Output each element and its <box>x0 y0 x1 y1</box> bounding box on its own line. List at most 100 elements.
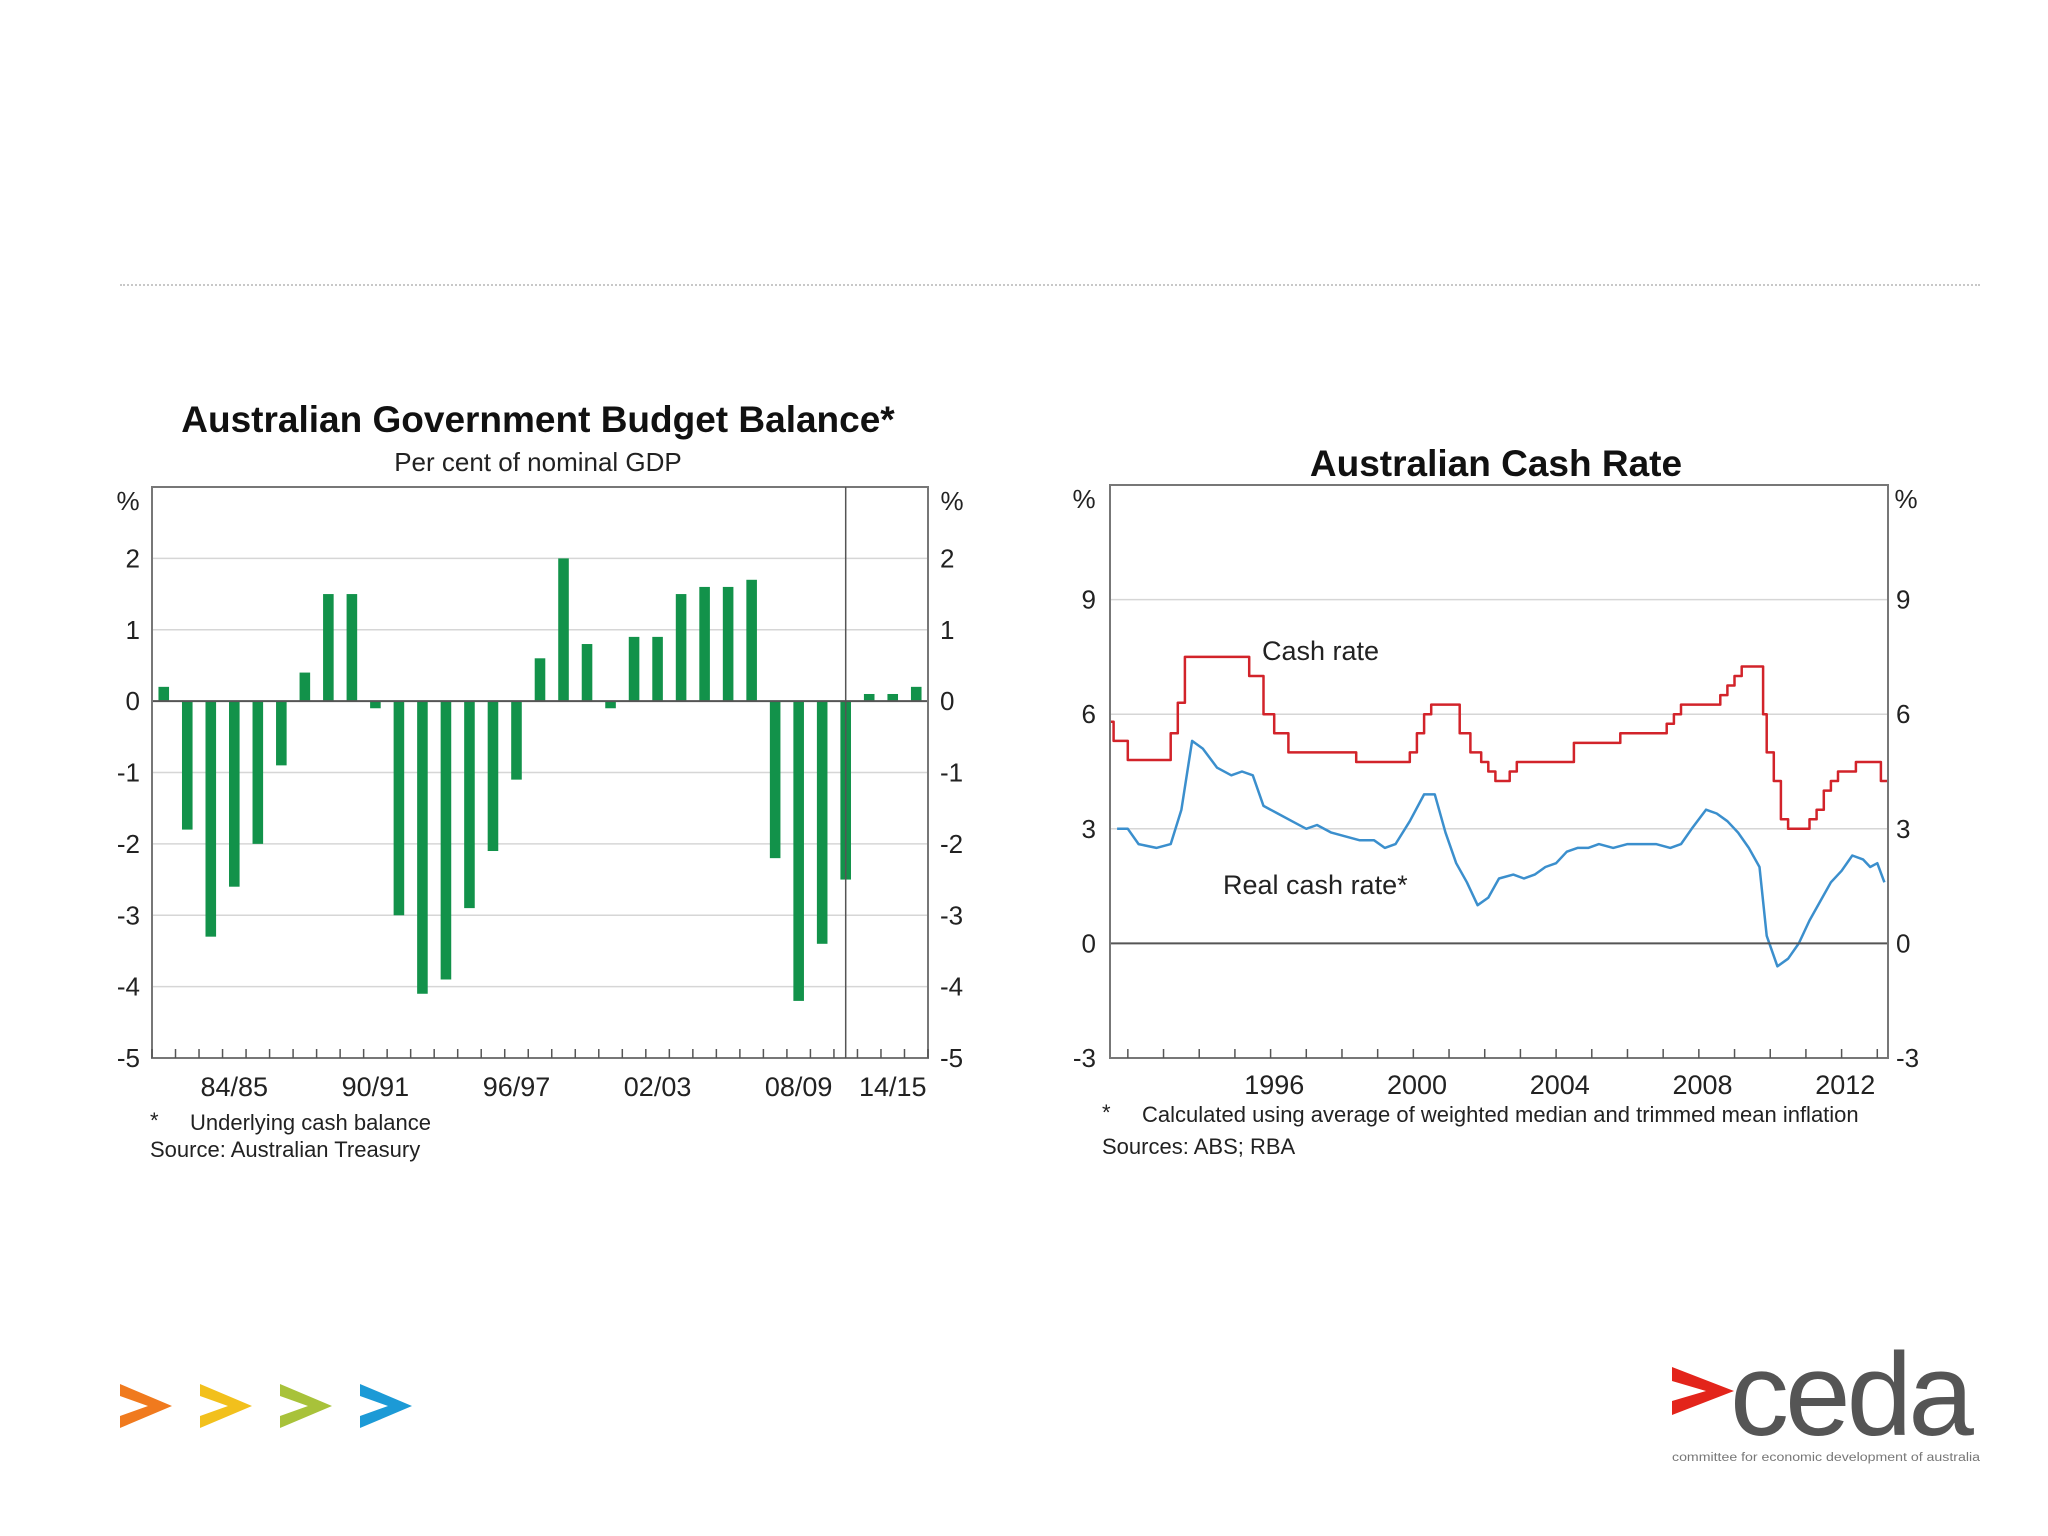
budget-y-tick-label-left: -3 <box>117 900 140 930</box>
budget-bar <box>370 701 381 709</box>
cash-y-tick-label-right: 0 <box>1896 928 1910 958</box>
budget-bar <box>581 644 593 702</box>
budget-bar <box>699 586 710 702</box>
budget-footnote: Underlying cash balance <box>190 1110 431 1135</box>
budget-bar <box>887 693 899 702</box>
budget-bar <box>158 686 170 702</box>
budget-bar <box>464 701 475 909</box>
budget-y-tick-label-right: 0 <box>940 686 954 716</box>
budget-x-tick-label: 96/97 <box>483 1072 551 1102</box>
budget-footnote-marker: * <box>150 1108 159 1133</box>
budget-y-tick-label-left: 2 <box>126 543 140 573</box>
cash-y-tick-label-left: 3 <box>1082 814 1096 844</box>
budget-y-tick-label-left: 0 <box>126 686 140 716</box>
budget-chart-subtitle: Per cent of nominal GDP <box>394 447 682 477</box>
budget-bar <box>252 701 264 844</box>
cash-x-tick-label: 2012 <box>1815 1070 1875 1100</box>
ceda-tagline: committee for economic development of au… <box>1672 1452 1981 1464</box>
cash-y-tick-label-right: 3 <box>1896 814 1910 844</box>
budget-bar <box>605 701 616 709</box>
budget-bar <box>181 701 193 830</box>
lime-chevron-icon <box>280 1384 332 1428</box>
chevron-row <box>120 1384 412 1428</box>
budget-y-tick-label-right: -4 <box>940 972 963 1002</box>
budget-bar <box>346 594 358 702</box>
budget-y-tick-label-left: -1 <box>117 758 140 788</box>
budget-balance-chart: Australian Government Budget Balance* Pe… <box>116 399 963 1162</box>
budget-bar <box>534 658 546 702</box>
cash-y-tick-label-left: 9 <box>1082 585 1096 615</box>
budget-y-tick-label-right: 1 <box>940 615 954 645</box>
budget-y-tick-label-left: -2 <box>117 829 140 859</box>
budget-bar <box>323 594 334 702</box>
budget-x-tick-label: 02/03 <box>624 1072 692 1102</box>
budget-y-tick-label-right: -2 <box>940 829 963 859</box>
budget-bar <box>487 701 499 852</box>
budget-source: Source: Australian Treasury <box>150 1137 420 1162</box>
cash-rate-series-label: Cash rate <box>1262 636 1379 666</box>
budget-right-unit-label: % <box>940 486 963 516</box>
cash-right-unit-label: % <box>1894 484 1917 514</box>
budget-plot-frame <box>151 486 929 1059</box>
cash-y-tick-label-left: 0 <box>1082 928 1096 958</box>
budget-bar <box>863 693 875 702</box>
blue-chevron-icon <box>360 1384 412 1428</box>
cash-rate-chart: Australian Cash Rate % % 9 9 6 6 3 3 0 0 -3 -3 19… <box>1072 443 1919 1159</box>
cash-y-tick-label-left: -3 <box>1073 1043 1096 1073</box>
budget-y-tick-label-left: -5 <box>117 1043 140 1073</box>
budget-bar <box>793 701 804 1001</box>
ceda-wordmark: ceda <box>1730 1335 1974 1461</box>
cash-source: Sources: ABS; RBA <box>1102 1134 1296 1159</box>
cash-left-unit-label: % <box>1072 484 1095 514</box>
real-cash-rate-line <box>1117 739 1886 968</box>
cash-y-tick-label-right: 9 <box>1896 585 1910 615</box>
budget-x-tick-label: 14/15 <box>859 1072 927 1102</box>
real-cash-rate-series-label: Real cash rate* <box>1223 870 1408 900</box>
budget-bar <box>276 701 287 766</box>
cash-x-tick-label: 2000 <box>1387 1070 1447 1100</box>
cash-y-tick-label-right: -3 <box>1896 1043 1919 1073</box>
budget-bar <box>816 701 828 944</box>
budget-left-unit-label: % <box>116 486 139 516</box>
cash-x-tick-label: 1996 <box>1244 1070 1304 1100</box>
budget-x-tick-label: 90/91 <box>342 1072 410 1102</box>
budget-y-tick-label-left: -4 <box>117 972 140 1002</box>
budget-bar <box>722 586 734 702</box>
budget-y-tick-label-right: 2 <box>940 543 954 573</box>
budget-bar <box>205 701 217 937</box>
budget-bar <box>628 636 640 702</box>
budget-bar <box>229 701 240 887</box>
budget-y-tick-label-right: -1 <box>940 758 963 788</box>
budget-bar <box>652 636 663 702</box>
budget-y-tick-label-left: 1 <box>126 615 140 645</box>
budget-x-tick-label: 84/85 <box>201 1072 269 1102</box>
cash-rate-line <box>1110 655 1888 831</box>
budget-chart-title: Australian Government Budget Balance* <box>181 399 895 440</box>
ceda-logo: ceda committee for economic development … <box>1670 1329 2000 1475</box>
budget-bar <box>393 701 405 916</box>
budget-bar <box>558 558 569 702</box>
budget-bar <box>769 701 781 859</box>
ceda-arrow-icon <box>1672 1367 1734 1415</box>
cash-x-tick-label: 2004 <box>1530 1070 1590 1100</box>
cash-x-tick-label: 2008 <box>1673 1070 1733 1100</box>
budget-bar <box>511 701 522 780</box>
budget-bar <box>440 701 452 980</box>
cash-chart-title: Australian Cash Rate <box>1310 443 1682 484</box>
cash-y-tick-label-right: 6 <box>1896 699 1910 729</box>
budget-y-tick-label-right: -3 <box>940 900 963 930</box>
cash-y-tick-label-left: 6 <box>1082 699 1096 729</box>
budget-bar <box>417 701 428 994</box>
yellow-chevron-icon <box>200 1384 252 1428</box>
budget-y-tick-label-right: -5 <box>940 1043 963 1073</box>
budget-bar <box>675 594 687 702</box>
budget-x-tick-label: 08/09 <box>765 1072 833 1102</box>
header-divider <box>120 284 1980 286</box>
budget-bar <box>910 686 922 702</box>
budget-bar <box>746 579 757 702</box>
cash-footnote-marker: * <box>1102 1100 1111 1125</box>
cash-footnote: Calculated using average of weighted med… <box>1142 1102 1859 1127</box>
orange-chevron-icon <box>120 1384 172 1428</box>
budget-bar <box>299 672 311 702</box>
cash-plot-frame <box>1109 484 1889 1059</box>
